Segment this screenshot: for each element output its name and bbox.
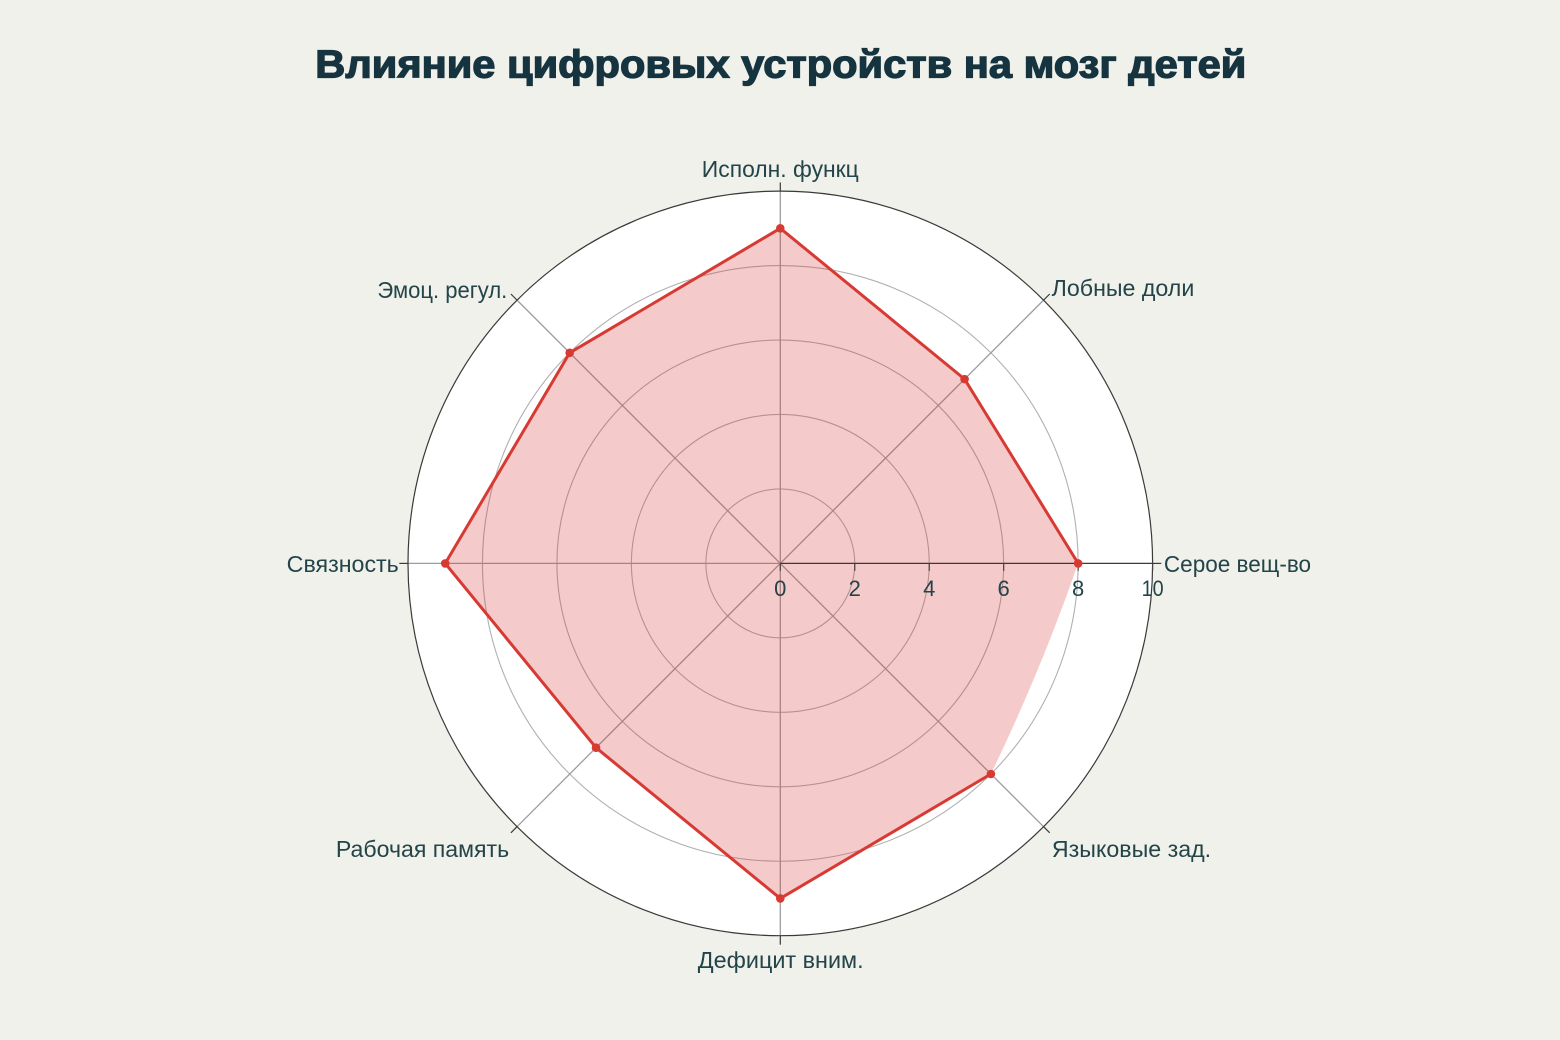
svg-text:2: 2: [849, 576, 861, 601]
svg-text:Серое вещ-во: Серое вещ-во: [1164, 551, 1311, 577]
svg-text:10: 10: [1142, 576, 1164, 601]
svg-text:Эмоц. регул.: Эмоц. регул.: [377, 277, 507, 303]
svg-text:Лобные доли: Лобные доли: [1052, 275, 1195, 301]
svg-text:8: 8: [1072, 576, 1084, 601]
svg-text:Связность: Связность: [287, 551, 399, 577]
svg-text:Влияние цифровых устройств на: Влияние цифровых устройств на мозг детей: [315, 44, 1246, 87]
svg-text:Языковые зад.: Языковые зад.: [1052, 836, 1211, 862]
svg-text:0: 0: [774, 576, 786, 601]
svg-text:Дефицит вним.: Дефицит вним.: [698, 947, 864, 973]
svg-text:Исполн. функц: Исполн. функц: [702, 156, 859, 182]
svg-text:Рабочая память: Рабочая память: [336, 836, 509, 862]
svg-text:4: 4: [923, 576, 935, 601]
svg-text:6: 6: [998, 576, 1010, 601]
